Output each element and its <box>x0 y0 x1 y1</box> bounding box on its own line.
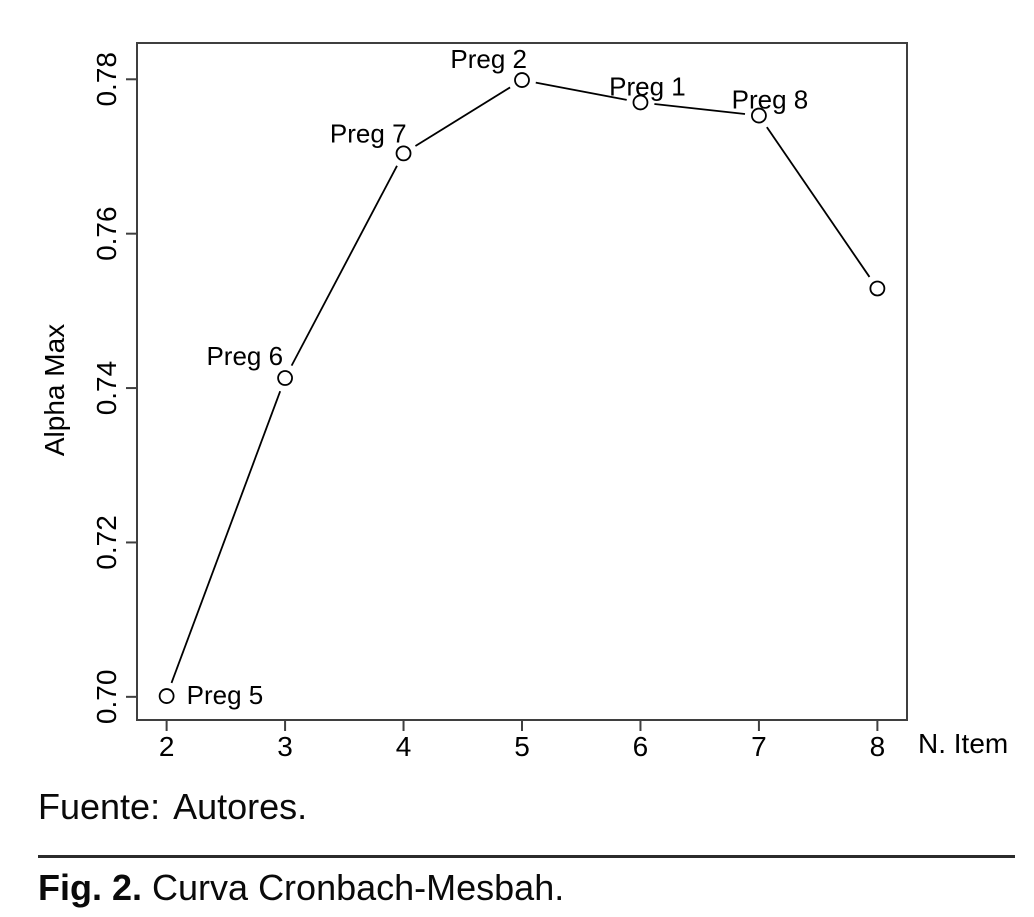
series-segment <box>170 390 282 684</box>
x-tick-label: 3 <box>277 731 293 762</box>
y-tick-label: 0.72 <box>91 515 122 570</box>
data-point-label: Preg 6 <box>206 341 283 371</box>
source-note: Fuente: Autores. <box>38 786 308 827</box>
caption-divider-line <box>38 855 1015 858</box>
series-segment <box>414 86 511 147</box>
y-tick-label: 0.78 <box>91 52 122 107</box>
y-tick-label: 0.70 <box>91 670 122 725</box>
data-point-marker <box>751 107 767 124</box>
data-point-marker <box>395 145 412 162</box>
data-point-marker <box>158 688 175 704</box>
figure-caption: Fig. 2. Curva Cronbach-Mesbah. <box>38 870 564 906</box>
data-point-label: Preg 7 <box>330 118 407 148</box>
series-segment <box>654 103 746 115</box>
data-point-label: Preg 1 <box>609 71 686 101</box>
y-tick-label: 0.74 <box>91 361 122 416</box>
data-point-marker <box>514 72 530 88</box>
x-tick-label: 7 <box>751 731 767 762</box>
figure-caption-label: Fig. 2. <box>38 867 143 908</box>
series-segment <box>766 126 871 278</box>
x-tick-label: 2 <box>159 731 175 762</box>
x-tick-label: 6 <box>633 731 649 762</box>
plot-border <box>136 42 908 721</box>
y-tick-label: 0.76 <box>91 206 122 261</box>
data-point-marker <box>869 280 886 297</box>
series-segment <box>290 165 398 367</box>
figure-caption-text: Curva Cronbach-Mesbah. <box>152 867 565 908</box>
x-tick-label: 8 <box>870 731 886 762</box>
x-tick-label: 5 <box>514 731 530 762</box>
x-axis-label: N. Item <box>918 728 1008 759</box>
series-segment <box>535 81 627 101</box>
data-point-label: Preg 2 <box>450 44 527 74</box>
data-point-label: Preg 5 <box>187 680 264 710</box>
data-point-label: Preg 8 <box>732 85 809 115</box>
cronbach-mesbah-line-chart: 0.70 0.72 0.74 0.76 0.78 2 3 4 5 6 7 8 Alpha Max N. I… <box>39 42 1008 762</box>
data-point-marker <box>632 94 649 111</box>
x-tick-label: 4 <box>396 731 412 762</box>
data-point-marker <box>277 370 293 386</box>
y-axis-label: Alpha Max <box>39 324 70 456</box>
